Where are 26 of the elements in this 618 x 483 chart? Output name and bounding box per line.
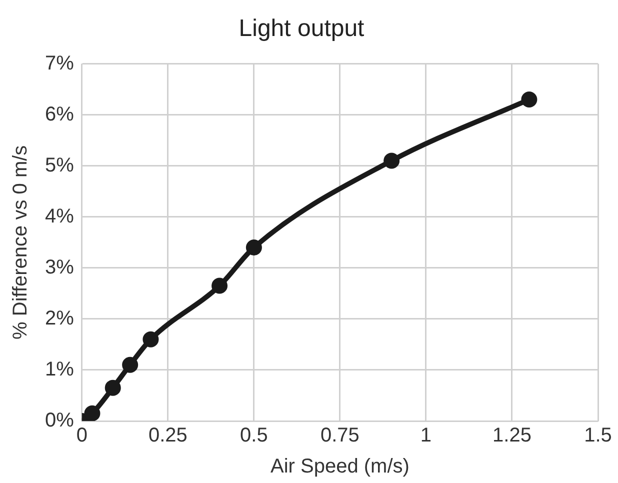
x-tick-label: 0	[76, 424, 88, 447]
x-tick-label: 0.75	[320, 424, 360, 447]
point	[84, 405, 100, 421]
chart-title: Light output	[238, 15, 365, 42]
point	[384, 152, 400, 169]
point	[142, 331, 159, 348]
y-tick-label: 6%	[45, 103, 74, 126]
x-tick-label: 0.5	[240, 424, 268, 447]
x-axis-title: Air Speed (m/s)	[270, 456, 410, 478]
x-tick-label: 0.25	[148, 424, 188, 447]
x-tick-label: 1	[420, 424, 432, 447]
x-tick-label: 1.25	[492, 424, 532, 447]
point	[521, 92, 538, 108]
point	[122, 356, 138, 373]
y-tick-label: 7%	[45, 52, 74, 74]
y-tick-label: 3%	[45, 256, 74, 278]
point	[212, 278, 228, 294]
y-tick-label: 1%	[45, 358, 74, 380]
x-tick-label: 1.5	[584, 424, 612, 447]
y-axis-title: % Difference vs 0 m/s	[10, 145, 32, 340]
y-tick-label: 0%	[45, 410, 74, 432]
y-tick-label: 2%	[45, 307, 74, 330]
point	[246, 240, 262, 256]
point	[104, 380, 121, 396]
y-tick-label: 5%	[45, 154, 74, 176]
y-tick-label: 4%	[45, 205, 74, 228]
